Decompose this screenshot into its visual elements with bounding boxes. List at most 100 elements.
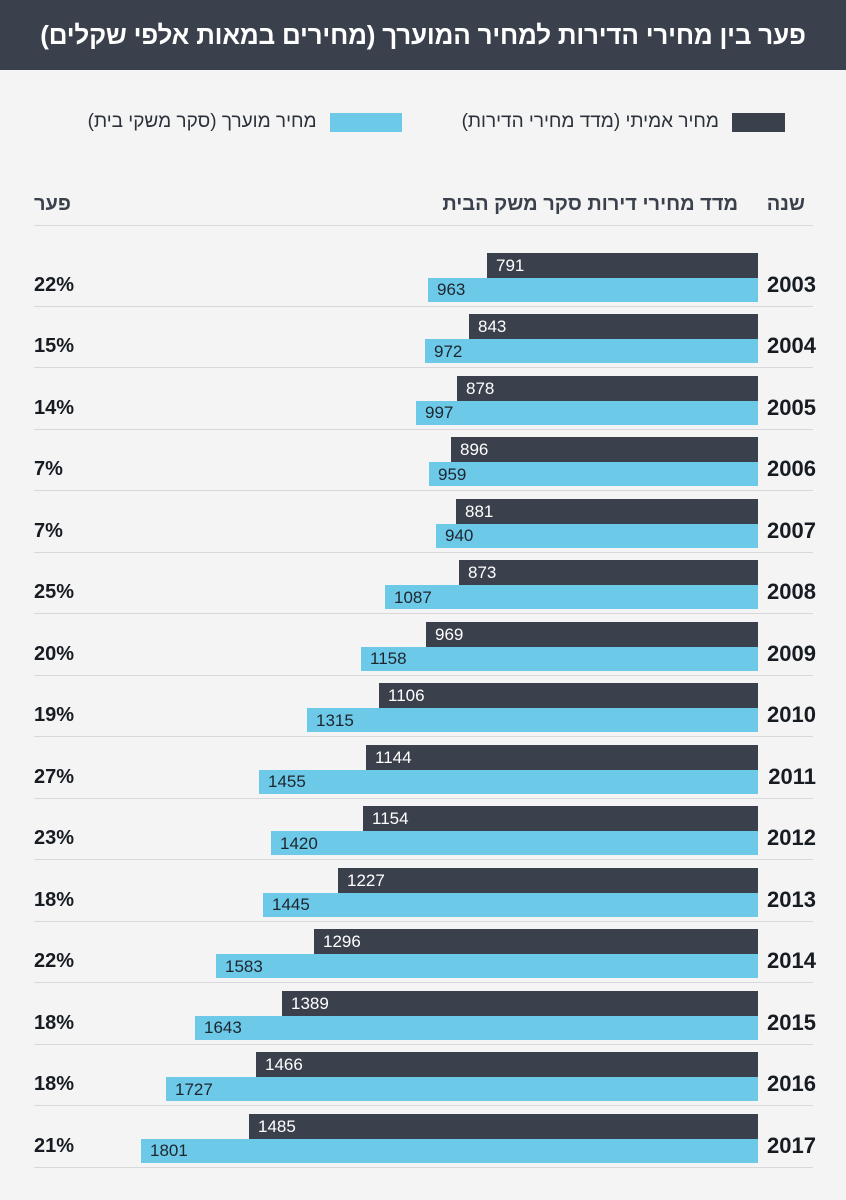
- estimated-price-bar: 1087: [385, 585, 758, 609]
- real-price-bar: 1154: [363, 806, 758, 831]
- estimated-price-value: 1643: [204, 1018, 242, 1037]
- year-label: 2005: [767, 394, 816, 420]
- year-label: 2017: [767, 1132, 816, 1158]
- gap-value: 22%: [34, 273, 75, 296]
- legend-label-real-price: מחיר אמיתי (מדד מחירי הדירות): [461, 111, 719, 132]
- gap-value: 7%: [34, 519, 63, 542]
- real-price-bar: 873: [459, 560, 758, 585]
- bar-group: 969 1158: [361, 621, 758, 671]
- gap-value: 27%: [34, 765, 75, 788]
- real-price-value: 896: [460, 440, 489, 459]
- real-price-bar: 1144: [366, 744, 758, 770]
- year-row-2014: 1296 1583 22% 2014: [34, 922, 816, 983]
- year-row-2016: 1466 1727 18% 2016: [34, 1045, 816, 1106]
- estimated-price-bar: 959: [429, 462, 758, 486]
- year-row-2004: 843 972 15% 2004: [34, 307, 816, 368]
- estimated-price-bar: 1727: [166, 1077, 758, 1101]
- column-header-year: שנה: [766, 193, 805, 215]
- legend-item-real-price: מחיר אמיתי (מדד מחירי הדירות): [462, 111, 785, 133]
- estimated-price-value: 1801: [150, 1141, 188, 1160]
- gap-value: 25%: [34, 581, 75, 603]
- bar-group: 1154 1420: [271, 806, 758, 855]
- estimated-price-bar: 940: [436, 523, 758, 548]
- gap-value: 23%: [34, 827, 75, 849]
- chart-rows: 791 963 22% 2003 843 972 15% 2004 878 99: [34, 226, 816, 1168]
- bar-group: 1389 1643: [195, 990, 758, 1040]
- real-price-value: 791: [496, 255, 525, 275]
- real-price-bar: 791: [487, 252, 758, 278]
- title-bar: פער בין מחירי הדירות למחיר המוערך (מחירי…: [0, 0, 846, 70]
- year-label: 2007: [767, 517, 816, 543]
- estimated-price-bar: 1315: [307, 708, 758, 732]
- legend-label-estimated-price: מחיר מוערך (סקר משקי בית): [87, 111, 317, 132]
- real-price-value: 1485: [258, 1116, 296, 1136]
- bar-group: 1144 1455: [259, 744, 758, 794]
- real-price-bar: 969: [426, 621, 758, 647]
- estimated-price-bar: 1445: [263, 892, 758, 917]
- gap-value: 22%: [34, 950, 75, 972]
- gap-value: 19%: [34, 704, 75, 726]
- real-price-value: 843: [478, 317, 507, 336]
- year-label: 2010: [767, 702, 816, 727]
- year-label: 2015: [767, 1009, 816, 1035]
- real-price-bar: 1227: [338, 867, 758, 893]
- estimated-price-bar: 972: [425, 339, 758, 363]
- real-price-bar: 881: [456, 498, 758, 524]
- real-price-value: 1466: [265, 1055, 303, 1074]
- legend-item-estimated-price: מחיר מוערך (סקר משקי בית): [88, 111, 402, 133]
- estimated-price-value: 1727: [175, 1079, 213, 1099]
- real-price-value: 1106: [388, 686, 425, 705]
- year-row-2009: 969 1158 20% 2009: [34, 614, 816, 676]
- bar-group: 1485 1801: [141, 1113, 758, 1163]
- year-row-2015: 1389 1643 18% 2015: [34, 983, 816, 1045]
- year-label: 2014: [767, 948, 816, 973]
- year-row-2008: 873 1087 25% 2008: [34, 553, 816, 614]
- year-row-2005: 878 997 14% 2005: [34, 368, 816, 430]
- real-price-swatch-icon: [732, 112, 785, 132]
- bar-group: 881 940: [436, 498, 758, 548]
- real-price-value: 1296: [323, 932, 361, 951]
- estimated-price-bar: 997: [416, 400, 758, 425]
- real-price-value: 1227: [347, 870, 385, 890]
- gap-value: 7%: [34, 458, 63, 480]
- estimated-price-value: 997: [425, 403, 454, 422]
- gap-value: 18%: [34, 1073, 75, 1095]
- real-price-bar: 878: [457, 375, 758, 401]
- bar-group: 1296 1583: [216, 929, 758, 978]
- estimated-price-bar: 1801: [141, 1138, 758, 1163]
- estimated-price-value: 940: [445, 526, 474, 545]
- real-price-value: 1144: [375, 747, 412, 767]
- column-header-gap: פער: [34, 193, 71, 215]
- year-label: 2004: [767, 333, 816, 358]
- bar-group: 878 997: [416, 375, 758, 425]
- real-price-bar: 1389: [282, 990, 758, 1016]
- estimated-price-value: 1455: [268, 772, 306, 791]
- real-price-bar: 1106: [379, 683, 758, 708]
- estimated-price-bar: 1158: [361, 646, 758, 671]
- year-label: 2003: [767, 271, 816, 297]
- estimated-price-bar: 1643: [195, 1015, 758, 1040]
- year-label: 2006: [767, 456, 816, 481]
- estimated-price-swatch-icon: [329, 112, 402, 132]
- year-row-2017: 1485 1801 21% 2017: [34, 1106, 816, 1168]
- estimated-price-value: 1158: [370, 649, 407, 668]
- estimated-price-bar: 1455: [259, 769, 758, 794]
- estimated-price-value: 1420: [280, 833, 318, 853]
- gap-value: 21%: [34, 1134, 75, 1157]
- estimated-price-bar: 1420: [271, 831, 758, 855]
- real-price-value: 1154: [372, 809, 409, 828]
- year-label: 2009: [767, 640, 816, 666]
- real-price-value: 1389: [291, 993, 329, 1013]
- real-price-bar: 843: [469, 314, 758, 339]
- estimated-price-value: 1087: [394, 587, 432, 607]
- estimated-price-value: 1315: [316, 710, 354, 730]
- chart-title: פער בין מחירי הדירות למחיר המוערך (מחירי…: [40, 19, 806, 50]
- real-price-bar: 1466: [256, 1052, 758, 1077]
- gap-value: 18%: [34, 1011, 75, 1034]
- bar-group: 896 959: [429, 437, 758, 486]
- estimated-price-bar: 1583: [216, 954, 758, 978]
- year-label: 2012: [767, 825, 816, 850]
- gap-value: 18%: [34, 888, 75, 911]
- gap-value: 15%: [34, 335, 75, 357]
